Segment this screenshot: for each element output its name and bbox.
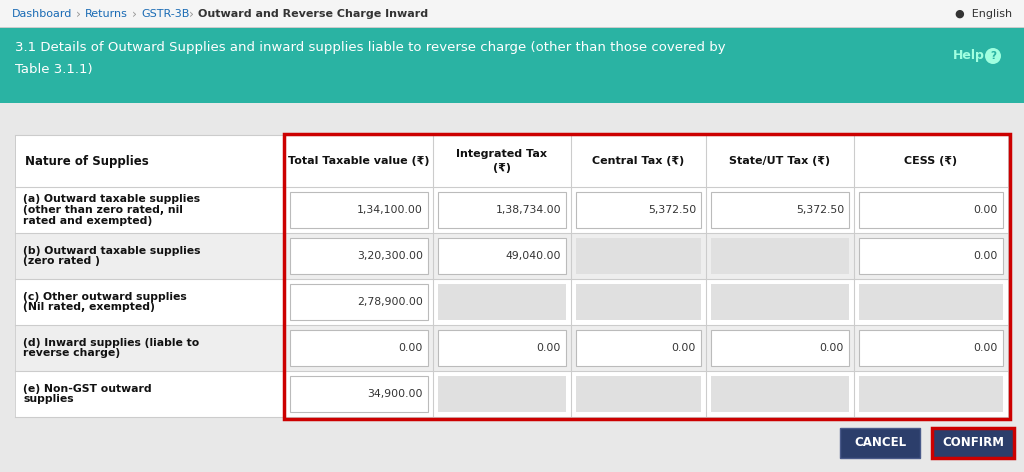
Bar xyxy=(711,376,849,412)
Bar xyxy=(290,192,428,228)
Bar xyxy=(438,330,566,366)
Bar xyxy=(0,0,1024,28)
Bar xyxy=(0,103,1024,115)
Circle shape xyxy=(985,48,1001,64)
Text: 49,040.00: 49,040.00 xyxy=(506,251,561,261)
Text: ?: ? xyxy=(990,51,996,61)
Text: 0.00: 0.00 xyxy=(537,343,561,353)
Text: Help: Help xyxy=(953,50,985,62)
Text: 0.00: 0.00 xyxy=(819,343,844,353)
Text: 3,20,300.00: 3,20,300.00 xyxy=(357,251,423,261)
Text: GSTR-3B: GSTR-3B xyxy=(141,9,189,19)
Text: ›: › xyxy=(189,8,194,20)
Text: 2,78,900.00: 2,78,900.00 xyxy=(357,297,423,307)
Bar xyxy=(15,279,1008,325)
Bar xyxy=(840,428,920,458)
Bar xyxy=(575,192,701,228)
Text: 5,372.50: 5,372.50 xyxy=(648,205,696,215)
Text: Outward and Reverse Charge Inward: Outward and Reverse Charge Inward xyxy=(198,9,428,19)
Bar xyxy=(859,376,1002,412)
Bar xyxy=(0,27,1024,28)
Text: Central Tax (₹): Central Tax (₹) xyxy=(592,156,685,166)
Text: rated and exempted): rated and exempted) xyxy=(23,216,153,226)
Bar xyxy=(575,238,701,274)
Bar xyxy=(711,238,849,274)
Text: Dashboard: Dashboard xyxy=(12,9,73,19)
Text: Total Taxable value (₹): Total Taxable value (₹) xyxy=(288,156,430,166)
Bar xyxy=(438,284,566,320)
Text: Integrated Tax: Integrated Tax xyxy=(457,149,548,159)
Bar xyxy=(15,325,1008,371)
Text: State/UT Tax (₹): State/UT Tax (₹) xyxy=(729,156,830,166)
Text: CANCEL: CANCEL xyxy=(854,437,906,449)
Text: 0.00: 0.00 xyxy=(398,343,423,353)
Bar xyxy=(575,284,701,320)
Text: 0.00: 0.00 xyxy=(974,343,998,353)
Text: Table 3.1.1): Table 3.1.1) xyxy=(15,64,92,76)
Text: (c) Other outward supplies: (c) Other outward supplies xyxy=(23,292,186,302)
Bar xyxy=(859,192,1002,228)
Bar xyxy=(15,371,1008,417)
Bar xyxy=(15,187,1008,233)
Text: 0.00: 0.00 xyxy=(672,343,696,353)
Bar xyxy=(290,284,428,320)
Text: 3.1 Details of Outward Supplies and inward supplies liable to reverse charge (ot: 3.1 Details of Outward Supplies and inwa… xyxy=(15,42,726,54)
Text: (Nil rated, exempted): (Nil rated, exempted) xyxy=(23,303,155,312)
Bar xyxy=(438,238,566,274)
Text: 1,38,734.00: 1,38,734.00 xyxy=(496,205,561,215)
Bar xyxy=(575,376,701,412)
Bar xyxy=(859,330,1002,366)
Text: supplies: supplies xyxy=(23,395,74,405)
Bar xyxy=(284,134,1010,419)
Bar xyxy=(15,233,1008,279)
Bar xyxy=(711,192,849,228)
Text: 0.00: 0.00 xyxy=(974,205,998,215)
Text: 34,900.00: 34,900.00 xyxy=(368,389,423,399)
Text: (a) Outward taxable supplies: (a) Outward taxable supplies xyxy=(23,194,200,204)
Bar xyxy=(290,376,428,412)
Text: 5,372.50: 5,372.50 xyxy=(796,205,844,215)
Bar xyxy=(575,330,701,366)
Text: (d) Inward supplies (liable to: (d) Inward supplies (liable to xyxy=(23,337,200,347)
Text: CESS (₹): CESS (₹) xyxy=(904,156,957,166)
Bar xyxy=(0,28,1024,103)
Text: (b) Outward taxable supplies: (b) Outward taxable supplies xyxy=(23,245,201,255)
Bar xyxy=(15,135,1008,417)
Bar xyxy=(290,238,428,274)
Text: Nature of Supplies: Nature of Supplies xyxy=(25,154,148,168)
Text: 1,34,100.00: 1,34,100.00 xyxy=(357,205,423,215)
Bar xyxy=(15,135,1008,187)
Bar xyxy=(859,238,1002,274)
Bar xyxy=(438,376,566,412)
Text: (zero rated ): (zero rated ) xyxy=(23,256,100,267)
Text: 0.00: 0.00 xyxy=(974,251,998,261)
Bar xyxy=(711,284,849,320)
Bar xyxy=(438,192,566,228)
Bar xyxy=(290,330,428,366)
Bar xyxy=(711,330,849,366)
Text: (other than zero rated, nil: (other than zero rated, nil xyxy=(23,205,183,215)
Text: ›: › xyxy=(132,8,137,20)
Text: (₹): (₹) xyxy=(493,163,511,173)
Text: ›: › xyxy=(76,8,81,20)
Bar xyxy=(859,284,1002,320)
Text: reverse charge): reverse charge) xyxy=(23,348,120,359)
Text: Returns: Returns xyxy=(85,9,128,19)
Text: ●  English: ● English xyxy=(954,9,1012,19)
Text: CONFIRM: CONFIRM xyxy=(942,437,1004,449)
Text: (e) Non-GST outward: (e) Non-GST outward xyxy=(23,383,152,394)
Bar xyxy=(932,428,1014,458)
